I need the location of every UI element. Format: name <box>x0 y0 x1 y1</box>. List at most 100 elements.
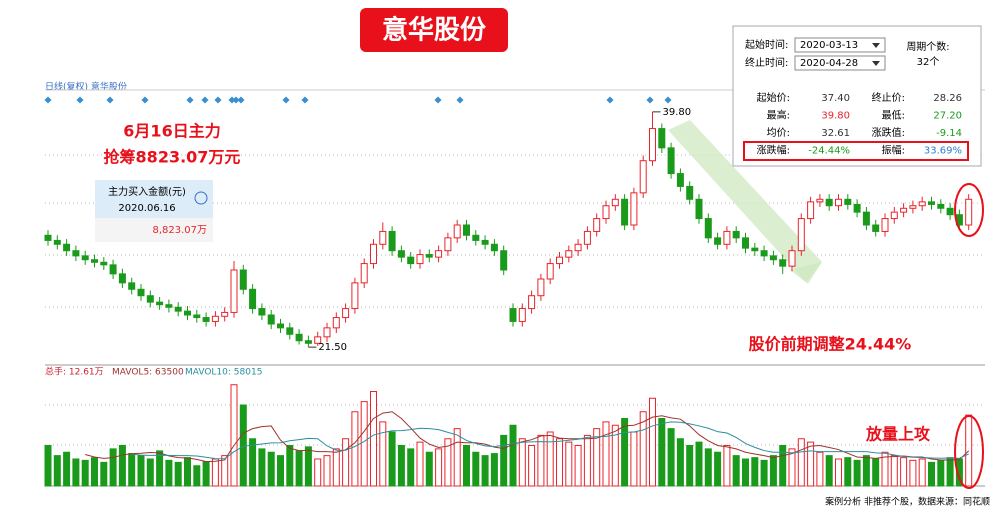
trend-arrow-head <box>790 262 822 284</box>
candle-body <box>314 336 322 344</box>
volume-bar <box>546 431 554 487</box>
candle-body <box>53 239 61 245</box>
candle-body <box>872 224 880 232</box>
candle-body <box>714 237 722 245</box>
volume-bar <box>53 455 61 487</box>
volume-bar <box>277 455 284 487</box>
event-marker <box>186 96 194 104</box>
candle-body <box>109 264 117 275</box>
candle-body <box>91 259 98 263</box>
volume-bar <box>481 455 489 487</box>
volume-bar <box>918 458 926 487</box>
volume-bar <box>249 438 257 487</box>
volume-bar <box>900 457 908 487</box>
volume-bar <box>658 418 666 487</box>
candle-body <box>239 269 247 290</box>
mavol10: MAVOL10: 58015 <box>185 368 262 378</box>
volume-bar <box>881 451 889 487</box>
date-input[interactable] <box>794 55 886 71</box>
info-value: -9.14 <box>936 128 962 139</box>
volume-bar <box>556 438 563 487</box>
note-box-date: 2020.06.16 <box>118 203 175 214</box>
candle-body <box>649 128 656 162</box>
volume-bar <box>370 391 377 487</box>
candle-body <box>779 259 787 267</box>
event-marker <box>141 96 149 104</box>
volume-bar <box>416 441 424 487</box>
candle-body <box>137 288 145 297</box>
volume-bar <box>211 458 219 487</box>
volume-bar <box>118 445 126 487</box>
candle-body <box>435 250 443 258</box>
candle-body <box>825 198 833 207</box>
volume-bar <box>890 455 898 487</box>
volume-bar <box>714 451 722 487</box>
candle-body <box>174 306 182 312</box>
candle-body <box>258 308 266 316</box>
info-label: 最高: <box>767 109 790 122</box>
candle-body <box>397 250 405 258</box>
date-input[interactable] <box>794 37 886 53</box>
candle-body <box>797 218 805 252</box>
candle-body <box>267 314 275 325</box>
note-box <box>95 180 213 218</box>
volume-bar <box>872 458 880 487</box>
volume-bar <box>844 457 852 487</box>
info-label: 起始时间: <box>745 38 788 51</box>
candle-body <box>444 237 452 252</box>
candle-body <box>323 327 331 338</box>
high-label: 39.80 <box>663 107 692 118</box>
volume-bar <box>583 434 591 487</box>
help-icon[interactable] <box>194 191 208 205</box>
candle-body <box>211 315 219 322</box>
volume-bar <box>202 461 210 487</box>
volume-bar <box>146 458 154 487</box>
volume-bar <box>323 455 331 487</box>
volume-bar <box>593 428 601 487</box>
candle-body <box>463 224 470 236</box>
volume-bar <box>937 459 945 487</box>
candle-body <box>221 311 229 317</box>
volume-bar <box>816 451 824 487</box>
candle-body <box>937 203 945 209</box>
volume-bar <box>221 455 229 487</box>
candle-body <box>928 201 935 205</box>
chart-label: 日线(复权) 意华股份 <box>45 81 127 93</box>
volume-bar <box>342 438 350 487</box>
note-box-value: 8,823.07万 <box>152 225 207 236</box>
volume-bar <box>286 445 294 487</box>
volume-bar <box>928 461 935 487</box>
volume-bar <box>528 445 536 487</box>
volume-bar <box>676 438 684 487</box>
highlight-circle <box>954 183 984 237</box>
volume-bar <box>351 411 359 487</box>
volume-bar <box>44 445 52 487</box>
note-box <box>95 218 213 242</box>
volume-bar <box>518 438 526 487</box>
event-marker <box>237 96 245 104</box>
candle-body <box>81 255 89 261</box>
info-value: 32个 <box>917 56 940 68</box>
volume-bar <box>332 448 340 487</box>
volume-bar <box>769 455 777 487</box>
volume-bar <box>611 424 619 487</box>
candle-body <box>704 218 712 239</box>
volume-bar <box>602 421 610 487</box>
candle-body <box>760 250 768 257</box>
volume-bar <box>742 458 749 487</box>
candle-body <box>407 256 415 265</box>
candle-body <box>100 261 108 266</box>
candle-body <box>165 304 173 308</box>
candle-body <box>546 263 554 280</box>
info-label: 均价: <box>767 127 790 139</box>
candle-body <box>342 308 350 319</box>
candle-body <box>379 230 387 245</box>
candle-body <box>667 147 675 175</box>
candle-body <box>565 250 573 258</box>
event-marker <box>201 96 209 104</box>
event-marker <box>228 96 236 104</box>
candle-body <box>593 218 601 232</box>
volume-bar <box>862 455 870 487</box>
volume-bar <box>704 448 712 487</box>
candle-body <box>490 243 498 252</box>
